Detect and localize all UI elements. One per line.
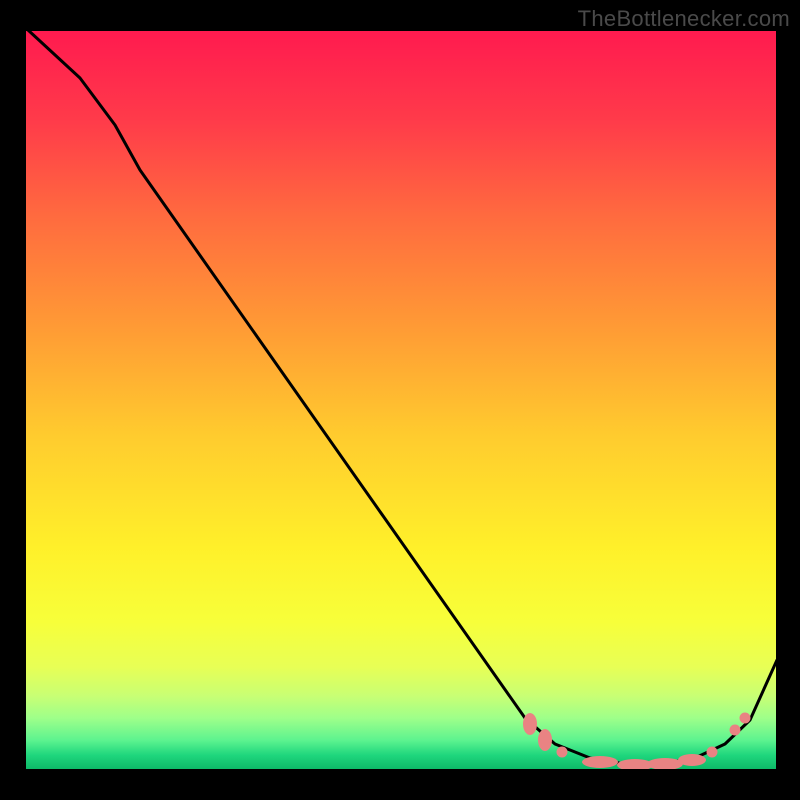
watermark-label: TheBottlenecker.com <box>578 6 790 32</box>
curve-marker <box>557 747 568 758</box>
curve-marker <box>523 713 537 735</box>
chart-frame: TheBottlenecker.com <box>0 0 800 800</box>
curve-marker <box>678 754 706 766</box>
plot-area <box>25 30 777 770</box>
curve-marker <box>730 725 741 736</box>
curve-marker <box>582 756 618 768</box>
bottleneck-chart <box>0 0 800 800</box>
curve-marker <box>707 747 718 758</box>
curve-marker <box>647 758 683 770</box>
curve-marker <box>740 713 751 724</box>
curve-marker <box>538 729 552 751</box>
